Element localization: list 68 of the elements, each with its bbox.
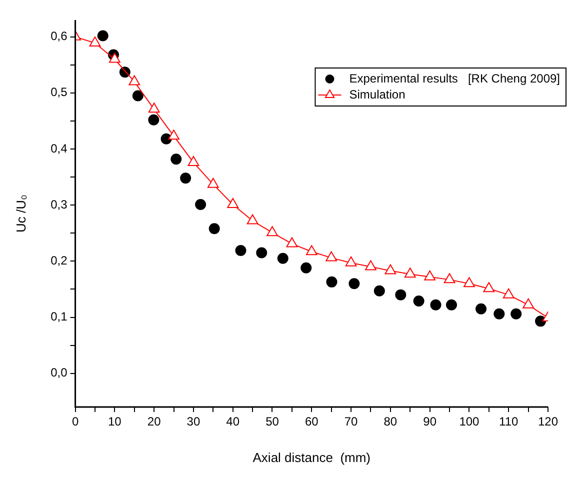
point	[207, 178, 219, 188]
point	[510, 308, 522, 320]
x-tick-label: 70	[344, 414, 358, 429]
legend-label: Simulation	[349, 87, 406, 102]
y-tick-label: 0,0	[50, 366, 68, 380]
x-tick-label: 100	[459, 414, 480, 429]
point	[286, 237, 298, 248]
point	[395, 289, 406, 300]
point	[483, 282, 495, 292]
point	[97, 30, 108, 42]
point	[502, 288, 514, 298]
x-tick-label: 50	[266, 414, 280, 429]
point	[476, 303, 487, 314]
y-tick-label: 0,5	[50, 85, 68, 100]
point	[170, 154, 182, 165]
point	[494, 308, 505, 320]
point	[128, 75, 140, 86]
point	[188, 156, 200, 166]
x-tick-label: 80	[384, 414, 398, 429]
point	[326, 251, 338, 262]
x-tick-label: 90	[423, 414, 437, 429]
y-tick-label: 0,4	[50, 141, 68, 156]
y-tick-label: 0,3	[50, 197, 68, 212]
point	[464, 277, 475, 288]
point	[235, 245, 246, 256]
x-tick-label: 0	[72, 414, 79, 429]
point	[300, 262, 312, 274]
x-tick-label: 40	[226, 414, 240, 429]
point	[413, 295, 424, 306]
point	[227, 198, 239, 208]
point	[424, 270, 436, 280]
point	[306, 245, 318, 256]
point	[277, 252, 288, 264]
point	[89, 36, 101, 46]
x-tick-label: 30	[186, 414, 200, 429]
x-tick-label: 10	[108, 414, 122, 429]
y-tick-label: 0,1	[50, 310, 68, 324]
y-axis-title: Uc /U₀	[13, 194, 28, 232]
point	[132, 90, 144, 102]
point	[326, 276, 338, 288]
point	[148, 102, 160, 113]
x-tick-label: 60	[304, 414, 319, 429]
point	[444, 273, 456, 284]
point	[208, 223, 220, 234]
point	[522, 298, 534, 308]
legend-label: Experimental results [RK Cheng 2009]	[349, 71, 560, 86]
point	[168, 130, 180, 140]
point	[374, 285, 385, 296]
x-tick-label: 120	[538, 414, 558, 429]
point	[384, 264, 396, 274]
point	[446, 299, 457, 310]
y-tick-label: 0,6	[50, 29, 68, 44]
x-tick-label: 20	[147, 414, 162, 429]
point	[108, 52, 120, 63]
point	[148, 114, 160, 126]
x-tick-label: 110	[499, 414, 518, 429]
point	[348, 278, 360, 290]
point	[246, 214, 258, 224]
point	[266, 226, 278, 236]
point	[345, 256, 357, 266]
point	[195, 199, 206, 210]
point	[365, 260, 376, 270]
x-axis-title: Axial distance (mm)	[252, 450, 371, 465]
point	[404, 268, 416, 278]
point	[430, 299, 442, 310]
point	[180, 172, 192, 184]
y-tick-label: 0,2	[50, 253, 68, 268]
point	[256, 247, 268, 258]
